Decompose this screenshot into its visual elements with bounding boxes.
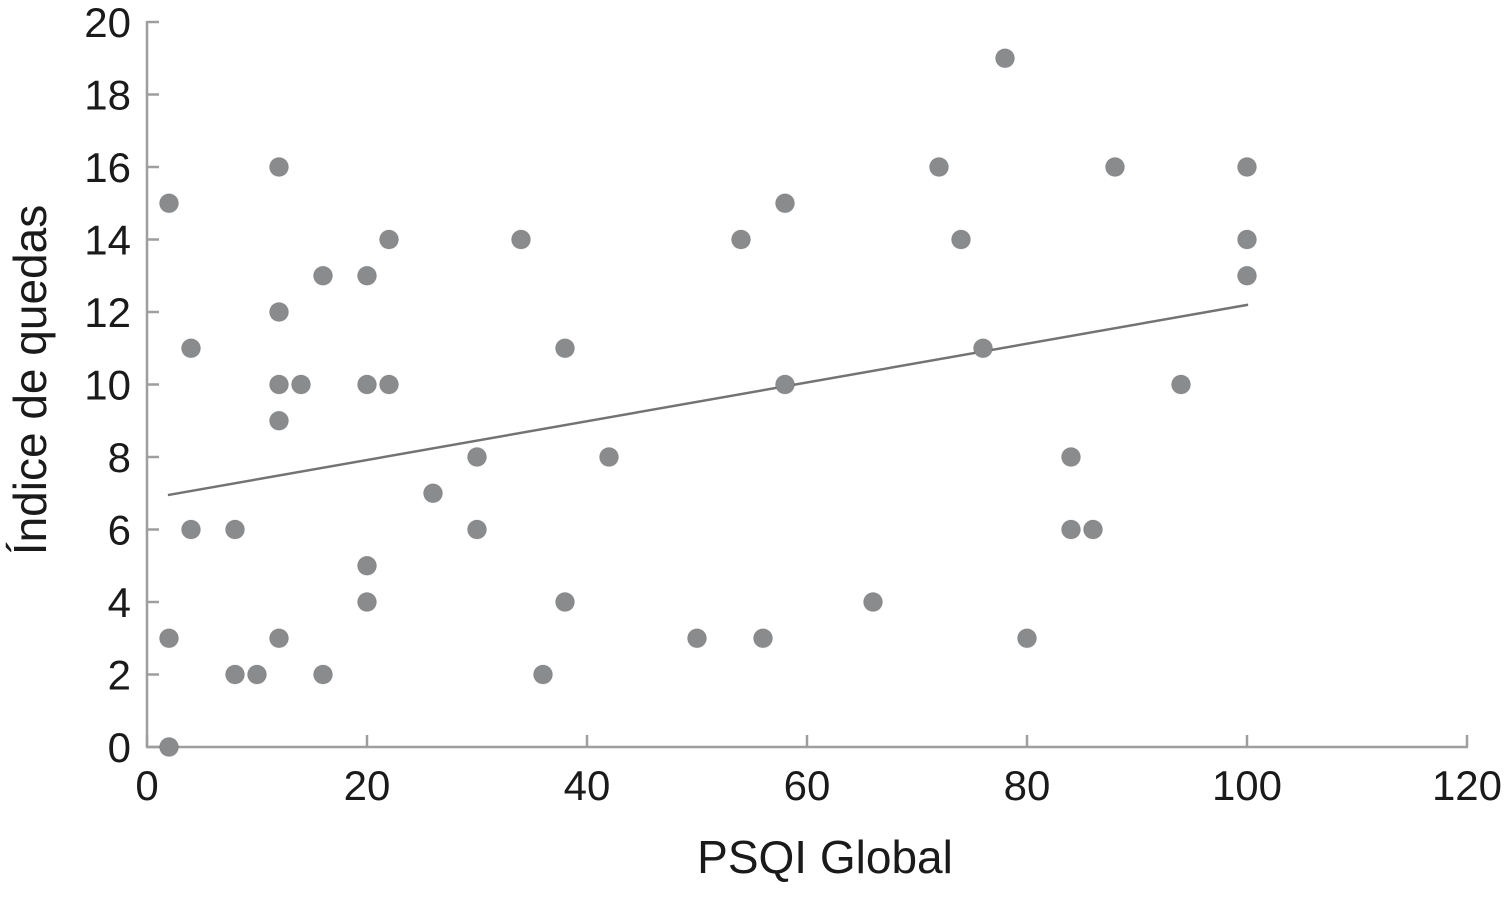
x-tick-label: 80: [1004, 762, 1051, 809]
data-point: [753, 628, 773, 649]
data-point: [225, 664, 245, 685]
data-point: [379, 229, 399, 250]
data-point: [1105, 157, 1125, 177]
x-tick-label: 0: [135, 762, 158, 809]
data-point: [511, 229, 531, 250]
data-point: [225, 519, 245, 540]
data-point: [269, 302, 289, 322]
y-tick-label: 18: [84, 72, 131, 119]
y-axis-title: Índice de quedas: [4, 204, 56, 556]
data-point: [313, 265, 333, 286]
x-axis-title: PSQI Global: [697, 831, 953, 883]
data-point: [1237, 157, 1257, 177]
data-point: [929, 157, 949, 177]
data-point: [269, 410, 289, 431]
data-point: [775, 374, 795, 395]
data-point: [1061, 447, 1081, 467]
y-tick-label: 8: [108, 434, 131, 481]
data-point: [357, 374, 377, 395]
data-point: [995, 48, 1015, 69]
data-point: [533, 664, 553, 685]
y-tick-label: 12: [84, 289, 131, 336]
data-point: [247, 664, 267, 685]
data-point: [357, 592, 377, 612]
x-tick-label: 20: [344, 762, 391, 809]
y-tick-label: 16: [84, 144, 131, 191]
trend-line: [167, 303, 1249, 497]
y-tick-label: 20: [84, 0, 131, 46]
data-point: [467, 519, 487, 540]
data-point: [599, 447, 619, 467]
data-point: [863, 592, 883, 612]
x-tick-label: 100: [1212, 762, 1282, 809]
data-point: [181, 519, 201, 540]
y-tick-label: 10: [84, 362, 131, 409]
y-tick-label: 14: [84, 217, 131, 264]
data-point: [379, 374, 399, 395]
data-point: [687, 628, 707, 649]
data-point: [181, 338, 201, 359]
data-point: [555, 592, 575, 612]
data-point: [357, 555, 377, 576]
y-tick-label: 6: [108, 507, 131, 554]
data-point: [1083, 519, 1103, 540]
data-point: [159, 737, 179, 757]
x-tick-label: 40: [564, 762, 611, 809]
data-point: [269, 628, 289, 649]
x-tick-label: 120: [1432, 762, 1502, 809]
y-tick-label: 0: [108, 724, 131, 771]
y-tick-label: 4: [108, 579, 131, 626]
data-point: [269, 374, 289, 395]
data-point: [291, 374, 311, 395]
data-point: [269, 157, 289, 177]
data-point: [775, 193, 795, 214]
y-tick-label: 2: [108, 652, 131, 699]
data-point: [467, 447, 487, 467]
data-point: [159, 628, 179, 649]
data-point: [951, 229, 971, 250]
data-point: [1237, 229, 1257, 250]
data-point: [973, 338, 993, 359]
data-point: [1017, 628, 1037, 649]
data-point: [1237, 265, 1257, 286]
data-point: [159, 193, 179, 214]
data-point: [423, 483, 443, 504]
data-point: [1061, 519, 1081, 540]
data-point: [357, 265, 377, 286]
data-point: [731, 229, 751, 250]
data-point: [313, 664, 333, 685]
data-point: [555, 338, 575, 359]
data-point: [1171, 374, 1191, 395]
x-tick-label: 60: [784, 762, 831, 809]
